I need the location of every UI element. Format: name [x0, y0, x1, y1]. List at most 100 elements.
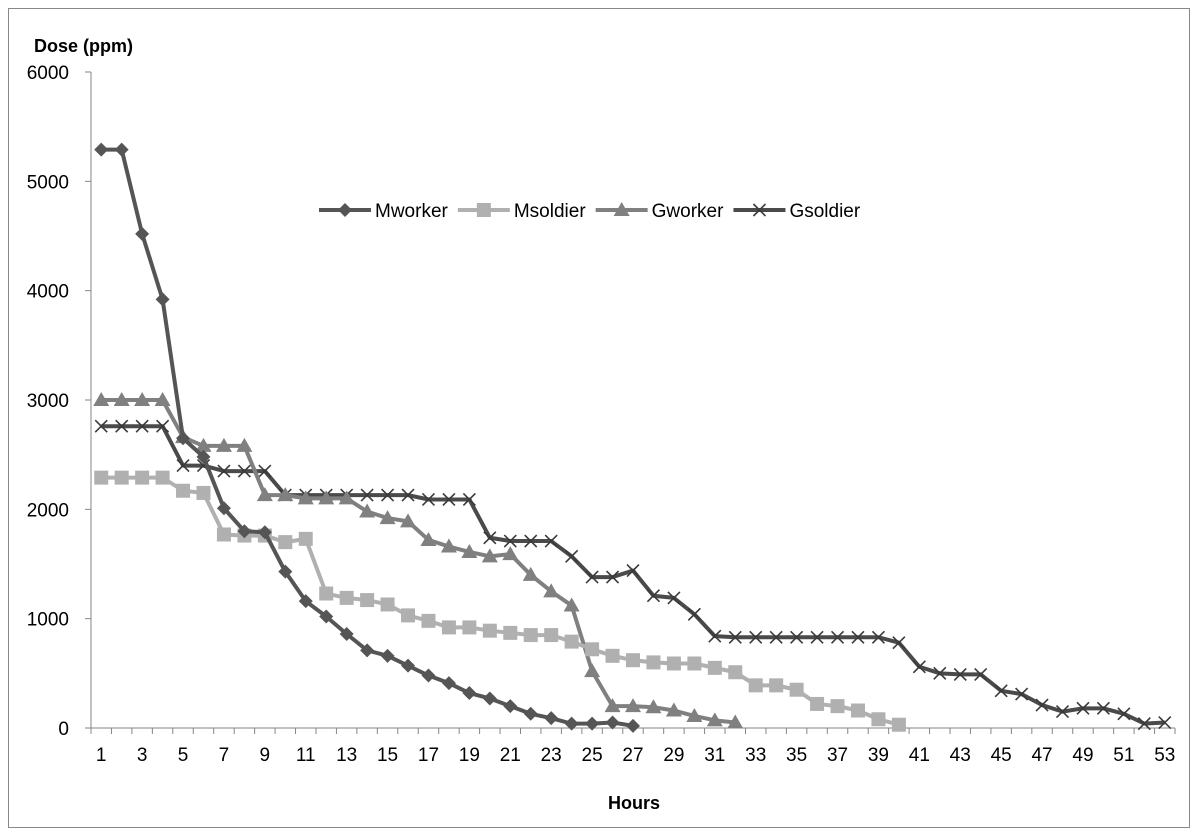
- x-tick-label: 47: [1031, 745, 1052, 766]
- data-point-gworker: [727, 714, 744, 729]
- data-point-mworker: [94, 142, 109, 157]
- x-tick-label: 7: [219, 745, 230, 766]
- data-point-mworker: [380, 648, 395, 663]
- data-point-mworker: [421, 668, 436, 683]
- data-point-msoldier: [339, 590, 354, 605]
- data-point-gworker: [563, 597, 580, 612]
- data-point-mworker: [278, 564, 293, 579]
- data-point-msoldier: [216, 527, 231, 542]
- data-point-mworker: [298, 594, 313, 609]
- data-point-msoldier: [176, 483, 191, 498]
- x-tick-label: 45: [991, 745, 1012, 766]
- x-tick-label: 53: [1154, 745, 1175, 766]
- data-point-mworker: [135, 226, 150, 241]
- legend-item-gworker: Gworker: [595, 201, 724, 222]
- x-tick-label: 17: [418, 745, 439, 766]
- data-point-gsoldier: [1137, 717, 1151, 731]
- data-point-msoldier: [462, 620, 477, 635]
- data-point-gsoldier: [381, 488, 395, 502]
- x-tick-label: 27: [622, 745, 643, 766]
- legend-item-msoldier: Msoldier: [457, 201, 586, 222]
- x-tick-label: 3: [137, 745, 148, 766]
- data-point-msoldier: [319, 586, 334, 601]
- x-tick-label: 41: [909, 745, 930, 766]
- x-tick-label: 23: [541, 745, 562, 766]
- data-point-msoldier: [871, 712, 886, 727]
- data-point-gsoldier: [933, 666, 947, 680]
- data-point-gworker: [297, 490, 314, 505]
- data-point-gsoldier: [1015, 687, 1029, 701]
- data-point-gsoldier: [442, 492, 456, 507]
- data-point-gsoldier: [1035, 698, 1049, 712]
- data-point-gworker: [93, 392, 110, 406]
- data-point-gworker: [215, 437, 232, 452]
- data-point-gsoldier: [1055, 705, 1070, 719]
- legend-marker-mworker: [338, 203, 352, 217]
- data-point-msoldier: [564, 634, 579, 649]
- data-point-gsoldier: [421, 492, 436, 507]
- data-point-msoldier: [278, 535, 293, 550]
- x-tick-label: 21: [500, 745, 521, 766]
- data-point-gworker: [502, 546, 519, 561]
- data-point-msoldier: [196, 485, 211, 500]
- data-point-msoldier: [421, 613, 436, 628]
- data-point-msoldier: [728, 665, 743, 680]
- data-point-gworker: [706, 712, 723, 727]
- data-point-mworker: [319, 609, 334, 624]
- data-point-mworker: [401, 658, 416, 673]
- legend-marker-gsoldier: [752, 203, 767, 217]
- x-tick-label: 43: [950, 745, 971, 766]
- data-point-msoldier: [687, 656, 702, 671]
- data-point-gsoldier: [749, 630, 763, 644]
- data-point-gsoldier: [503, 534, 517, 548]
- data-point-gsoldier: [646, 589, 661, 603]
- data-point-gsoldier: [1158, 715, 1172, 730]
- data-point-gsoldier: [830, 630, 845, 644]
- data-point-gworker: [665, 702, 682, 717]
- x-tick-label: 5: [178, 745, 189, 766]
- data-point-gsoldier: [176, 459, 190, 473]
- legend-marker-gworker: [613, 202, 630, 216]
- x-tick-label: 19: [459, 745, 480, 766]
- data-point-msoldier: [482, 623, 497, 638]
- data-point-msoldier: [646, 655, 661, 670]
- data-point-msoldier: [135, 470, 150, 485]
- legend-marker-msoldier: [476, 203, 491, 217]
- x-tick-label: 35: [786, 745, 807, 766]
- legend-label-mworker: Mworker: [375, 201, 449, 222]
- data-point-gworker: [338, 490, 355, 505]
- x-tick-label: 11: [296, 745, 316, 766]
- data-point-mworker: [462, 686, 477, 701]
- y-tick-label: 1000: [27, 610, 69, 631]
- data-point-gsoldier: [217, 464, 231, 478]
- data-point-gworker: [256, 487, 273, 502]
- data-point-gsoldier: [483, 531, 497, 545]
- y-tick-label: 6000: [27, 63, 69, 84]
- data-point-gsoldier: [135, 419, 149, 433]
- data-point-gsoldier: [953, 667, 967, 681]
- data-point-gsoldier: [258, 464, 272, 478]
- data-point-gworker: [134, 392, 151, 406]
- data-point-gsoldier: [1117, 707, 1131, 721]
- data-point-gsoldier: [728, 630, 742, 644]
- data-point-gsoldier: [851, 630, 865, 644]
- y-tick-label: 3000: [27, 391, 69, 412]
- data-point-gsoldier: [462, 492, 476, 507]
- y-tick-label: 5000: [27, 172, 69, 193]
- x-tick-label: 51: [1113, 745, 1134, 766]
- data-point-gsoldier: [605, 570, 620, 584]
- series-gsoldier: [94, 419, 1172, 731]
- data-point-msoldier: [830, 699, 845, 714]
- data-point-gsoldier: [1076, 701, 1090, 715]
- data-point-gworker: [359, 503, 376, 518]
- data-point-gsoldier: [708, 629, 722, 643]
- x-tick-label: 33: [745, 745, 766, 766]
- data-point-msoldier: [360, 593, 375, 608]
- data-point-msoldier: [544, 628, 559, 643]
- data-point-mworker: [155, 292, 170, 307]
- y-tick-label: 0: [58, 719, 69, 740]
- data-point-mworker: [523, 706, 538, 721]
- data-point-gworker: [584, 663, 601, 678]
- series-msoldier: [94, 470, 906, 732]
- x-tick-label: 29: [663, 745, 684, 766]
